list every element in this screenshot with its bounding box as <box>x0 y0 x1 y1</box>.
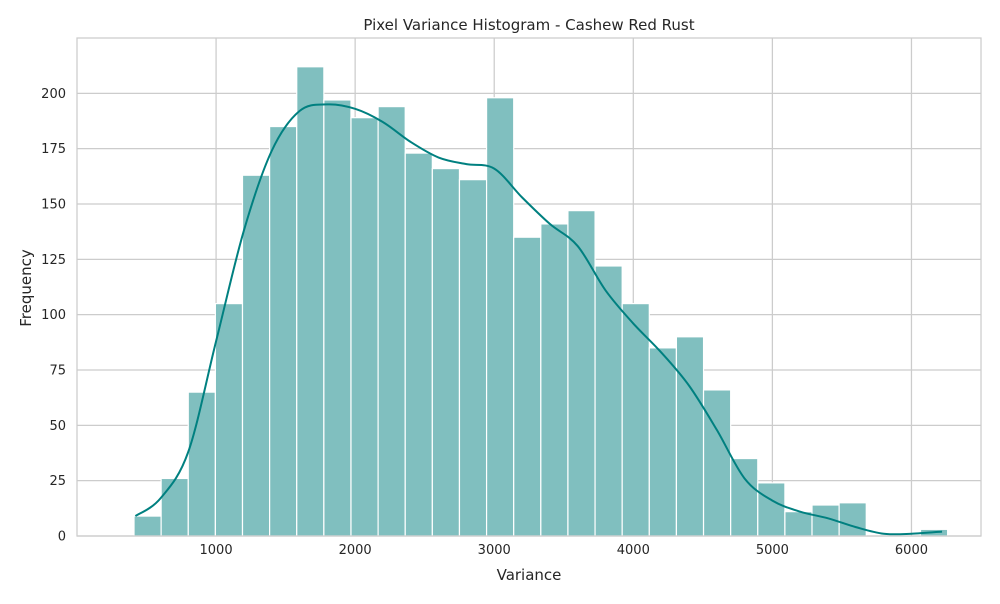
histogram-bar <box>675 336 705 537</box>
x-tick-label: 6000 <box>895 543 928 558</box>
histogram-bar <box>730 457 759 537</box>
histogram-bar <box>269 125 298 537</box>
y-tick-label: 50 <box>49 419 66 434</box>
y-tick-label: 175 <box>41 142 66 157</box>
y-tick-label: 125 <box>41 253 66 268</box>
histogram-bars <box>133 66 949 537</box>
histogram-bar <box>323 99 352 537</box>
histogram-bar <box>350 117 379 537</box>
x-tick-label: 1000 <box>200 543 233 558</box>
y-tick-label: 200 <box>41 87 66 102</box>
histogram-bar <box>431 167 461 537</box>
x-tick-label: 4000 <box>617 543 650 558</box>
x-tick-label: 3000 <box>478 543 511 558</box>
kde-line <box>134 103 943 536</box>
y-axis-label: Frequency <box>17 249 35 327</box>
y-tick-label: 100 <box>41 308 66 323</box>
histogram-bar <box>485 97 515 537</box>
histogram-bar <box>214 303 244 537</box>
x-tick-labels: 1000 2000 3000 4000 5000 6000 <box>200 543 928 558</box>
histogram-bar <box>757 482 786 537</box>
histogram-bar <box>567 210 596 537</box>
histogram-bar <box>377 106 406 537</box>
histogram-bar <box>133 515 162 537</box>
histogram-bar <box>838 502 867 537</box>
y-tick-label: 150 <box>41 198 66 213</box>
histogram-bar <box>187 391 216 537</box>
histogram-bar <box>296 66 325 537</box>
histogram-bar <box>648 347 678 537</box>
histogram-bar <box>458 179 488 537</box>
y-tick-labels: 0 25 50 75 100 125 150 175 200 <box>41 87 66 545</box>
kde-curve <box>134 103 943 536</box>
histogram-bar <box>594 265 623 537</box>
histogram-bar <box>513 236 542 537</box>
chart-title: Pixel Variance Histogram - Cashew Red Ru… <box>363 16 694 34</box>
plot-frame <box>76 37 982 537</box>
histogram-bar <box>540 223 569 537</box>
y-tick-label: 75 <box>49 364 66 379</box>
x-tick-label: 5000 <box>756 543 789 558</box>
x-axis-label: Variance <box>497 566 562 584</box>
histogram-bar <box>621 303 650 537</box>
y-tick-label: 0 <box>58 530 66 545</box>
histogram-bar <box>160 477 189 537</box>
histogram-bar <box>702 389 732 537</box>
y-tick-label: 25 <box>49 474 66 489</box>
x-tick-label: 2000 <box>339 543 372 558</box>
histogram-bar <box>404 152 433 537</box>
histogram-bar <box>784 511 813 537</box>
histogram-bar <box>241 174 271 537</box>
